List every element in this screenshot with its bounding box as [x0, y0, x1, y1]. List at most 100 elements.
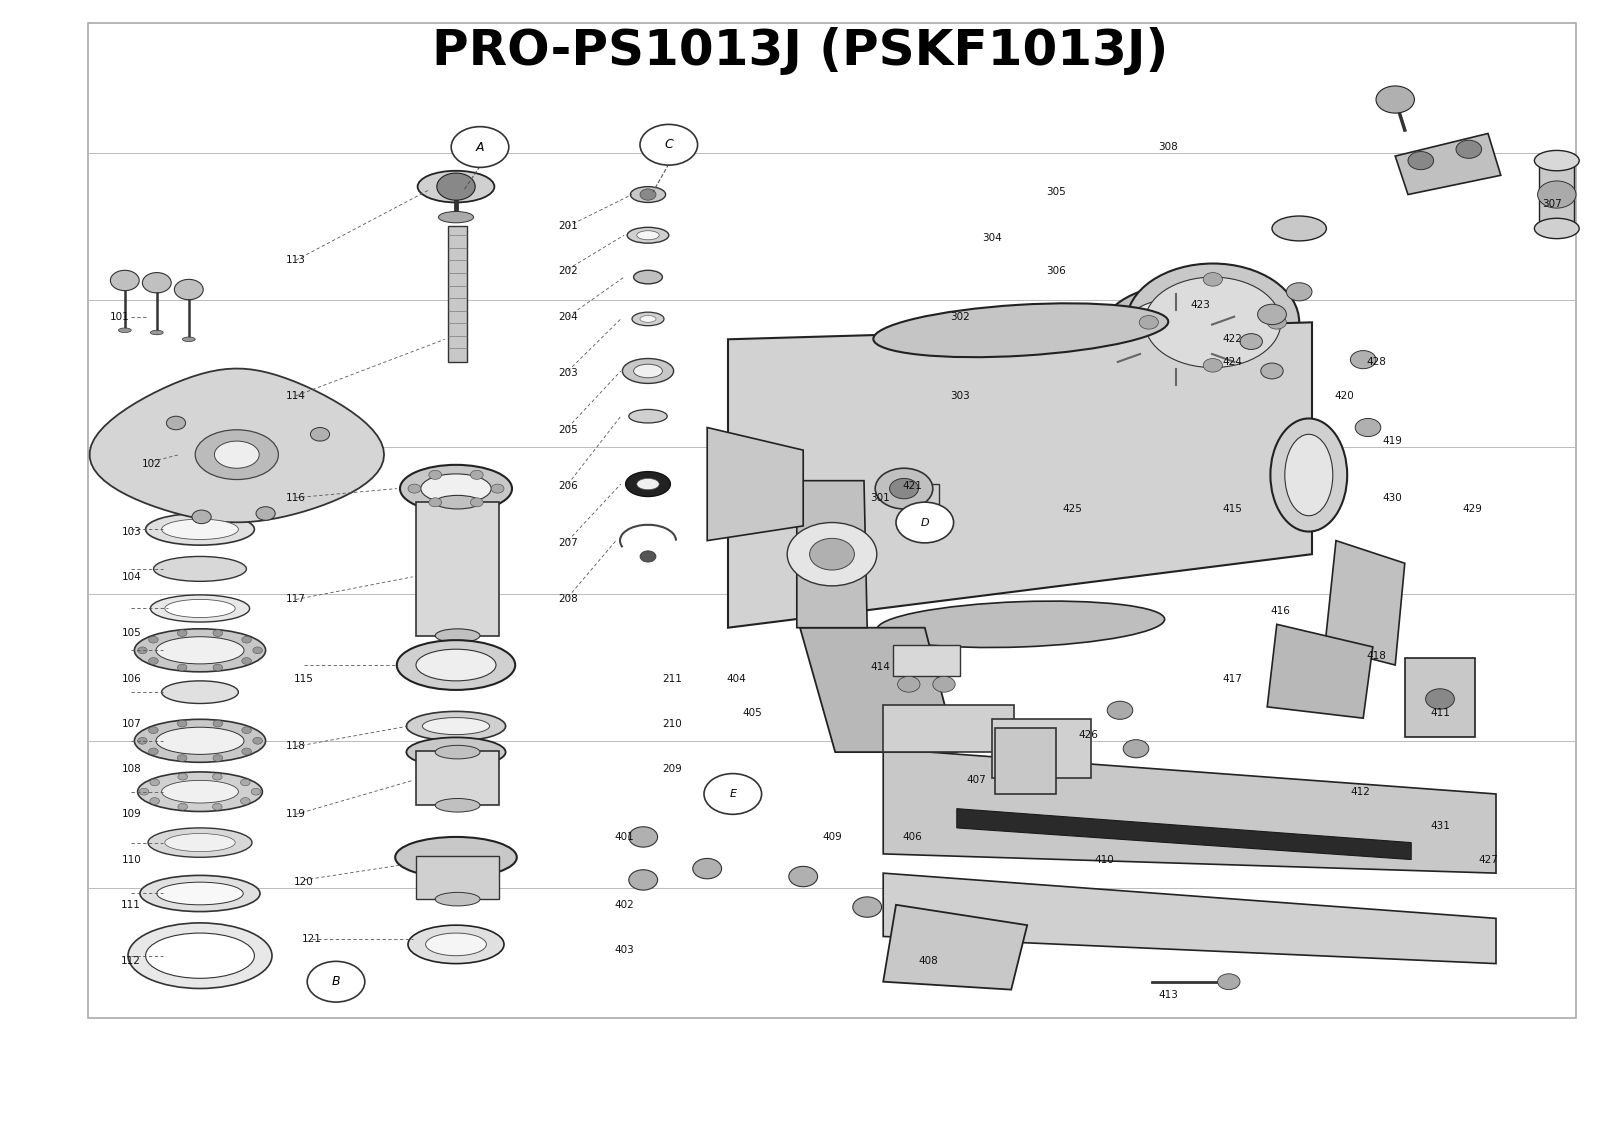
Circle shape: [110, 270, 139, 291]
Circle shape: [1267, 316, 1286, 329]
Text: 431: 431: [1430, 821, 1450, 830]
Text: D: D: [920, 518, 930, 527]
Text: 405: 405: [742, 708, 762, 717]
Text: 101: 101: [110, 312, 130, 321]
Circle shape: [629, 870, 658, 890]
Circle shape: [470, 498, 483, 507]
Ellipse shape: [397, 640, 515, 690]
Circle shape: [470, 470, 483, 480]
Text: E: E: [730, 789, 736, 798]
Circle shape: [1258, 304, 1286, 325]
Text: 307: 307: [1542, 199, 1562, 208]
Text: 429: 429: [1462, 504, 1482, 513]
Circle shape: [178, 754, 187, 761]
Polygon shape: [1325, 541, 1405, 665]
Circle shape: [242, 637, 251, 644]
Circle shape: [138, 647, 147, 654]
Circle shape: [1426, 689, 1454, 709]
Text: 107: 107: [122, 719, 141, 728]
Circle shape: [1376, 86, 1414, 113]
Circle shape: [1107, 701, 1133, 719]
Circle shape: [1203, 273, 1222, 286]
Ellipse shape: [435, 892, 480, 906]
Text: 209: 209: [662, 765, 682, 774]
Circle shape: [451, 127, 509, 167]
Text: 421: 421: [902, 482, 922, 491]
Ellipse shape: [1270, 418, 1347, 532]
Ellipse shape: [1272, 216, 1326, 241]
Bar: [416, 502, 499, 636]
Text: 303: 303: [950, 391, 970, 400]
Ellipse shape: [134, 719, 266, 762]
Circle shape: [704, 774, 762, 814]
Ellipse shape: [1285, 434, 1333, 516]
Bar: [904, 484, 939, 520]
Polygon shape: [1405, 658, 1475, 737]
Ellipse shape: [640, 316, 656, 322]
Text: 426: 426: [1078, 731, 1098, 740]
Text: 211: 211: [662, 674, 682, 683]
Ellipse shape: [874, 303, 1168, 357]
Text: 422: 422: [1222, 335, 1242, 344]
Circle shape: [150, 779, 160, 786]
Text: 308: 308: [1158, 143, 1178, 152]
Text: 406: 406: [902, 832, 922, 841]
Text: 201: 201: [558, 222, 578, 231]
Ellipse shape: [141, 875, 259, 912]
Text: 404: 404: [726, 674, 746, 683]
Bar: [883, 705, 1014, 752]
Ellipse shape: [622, 359, 674, 383]
Ellipse shape: [1146, 277, 1280, 368]
Circle shape: [933, 676, 955, 692]
Circle shape: [139, 788, 149, 795]
Text: 103: 103: [122, 527, 141, 536]
Text: 302: 302: [950, 312, 970, 321]
Polygon shape: [957, 809, 1411, 860]
Text: 401: 401: [614, 832, 634, 841]
Circle shape: [629, 827, 658, 847]
Ellipse shape: [146, 933, 254, 978]
Ellipse shape: [395, 837, 517, 878]
Text: 115: 115: [294, 674, 314, 683]
Ellipse shape: [435, 629, 480, 642]
Circle shape: [1240, 334, 1262, 349]
Ellipse shape: [435, 798, 480, 812]
Circle shape: [178, 630, 187, 637]
Polygon shape: [707, 428, 803, 541]
Polygon shape: [797, 481, 867, 628]
Circle shape: [810, 538, 854, 570]
Ellipse shape: [134, 629, 266, 672]
Text: 412: 412: [1350, 787, 1370, 796]
Bar: [1539, 161, 1574, 228]
Ellipse shape: [157, 637, 243, 664]
Circle shape: [178, 664, 187, 671]
Circle shape: [898, 676, 920, 692]
Text: 425: 425: [1062, 504, 1082, 513]
Text: 109: 109: [122, 810, 141, 819]
Text: 105: 105: [122, 629, 141, 638]
Circle shape: [1408, 152, 1434, 170]
Circle shape: [429, 498, 442, 507]
Polygon shape: [90, 369, 384, 523]
Text: PRO-PS1013J (PSKF1013J): PRO-PS1013J (PSKF1013J): [432, 27, 1168, 75]
Text: 419: 419: [1382, 437, 1402, 446]
Ellipse shape: [438, 211, 474, 223]
Text: 411: 411: [1430, 708, 1450, 717]
Circle shape: [787, 523, 877, 586]
Text: 205: 205: [558, 425, 578, 434]
Circle shape: [1350, 351, 1376, 369]
Circle shape: [1286, 283, 1312, 301]
Circle shape: [1456, 140, 1482, 158]
Circle shape: [149, 748, 158, 754]
Text: 207: 207: [558, 538, 578, 547]
Circle shape: [149, 727, 158, 734]
Circle shape: [142, 273, 171, 293]
Ellipse shape: [406, 711, 506, 741]
Circle shape: [640, 189, 656, 200]
Ellipse shape: [147, 828, 253, 857]
Text: B: B: [331, 975, 341, 988]
Ellipse shape: [637, 478, 659, 490]
Text: 114: 114: [286, 391, 306, 400]
Circle shape: [1203, 359, 1222, 372]
Ellipse shape: [1534, 150, 1579, 171]
